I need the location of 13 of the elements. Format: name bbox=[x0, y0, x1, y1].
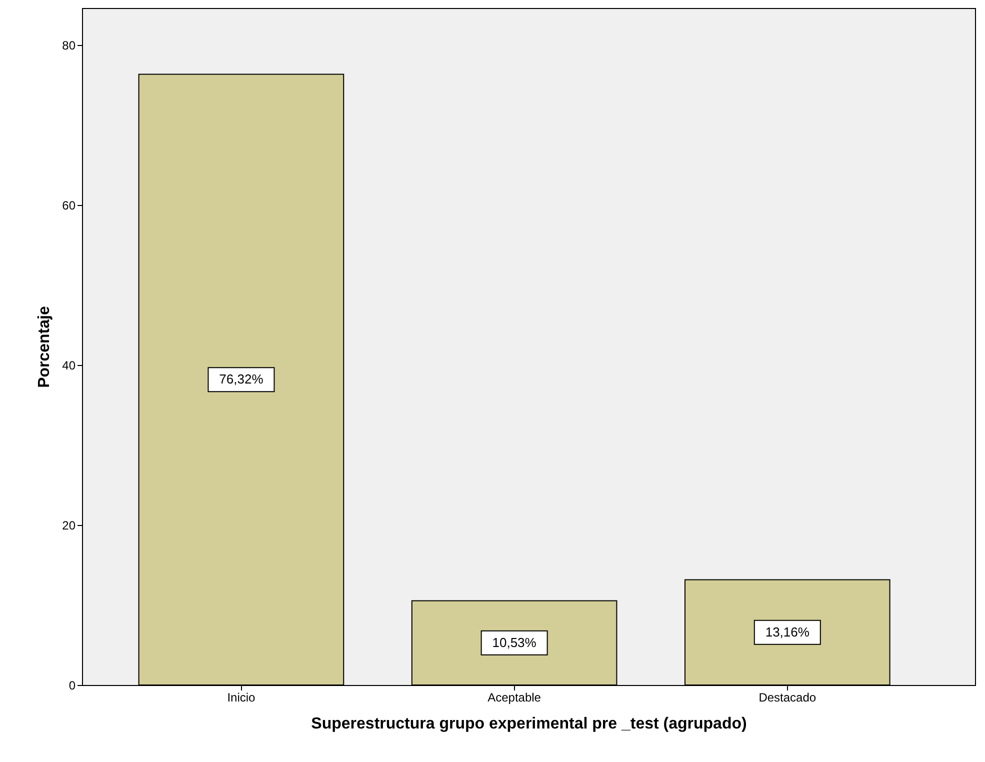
data-label: 13,16% bbox=[765, 624, 810, 640]
x-axis-title: Superestructura grupo experimental pre _test (agrupado) bbox=[311, 716, 747, 732]
y-tick-label: 0 bbox=[68, 678, 76, 692]
data-label: 10,53% bbox=[492, 634, 537, 650]
y-tick-label: 20 bbox=[62, 518, 76, 532]
y-axis-title: Porcentaje bbox=[36, 306, 54, 388]
y-tick-label: 80 bbox=[62, 38, 76, 52]
data-label: 76,32% bbox=[219, 372, 264, 387]
x-tick-label: Destacado bbox=[758, 690, 816, 704]
x-tick-label: Inicio bbox=[227, 690, 256, 704]
y-tick-label: 60 bbox=[62, 198, 76, 212]
x-tick-label: Aceptable bbox=[488, 690, 542, 704]
y-tick-label: 40 bbox=[62, 358, 76, 372]
